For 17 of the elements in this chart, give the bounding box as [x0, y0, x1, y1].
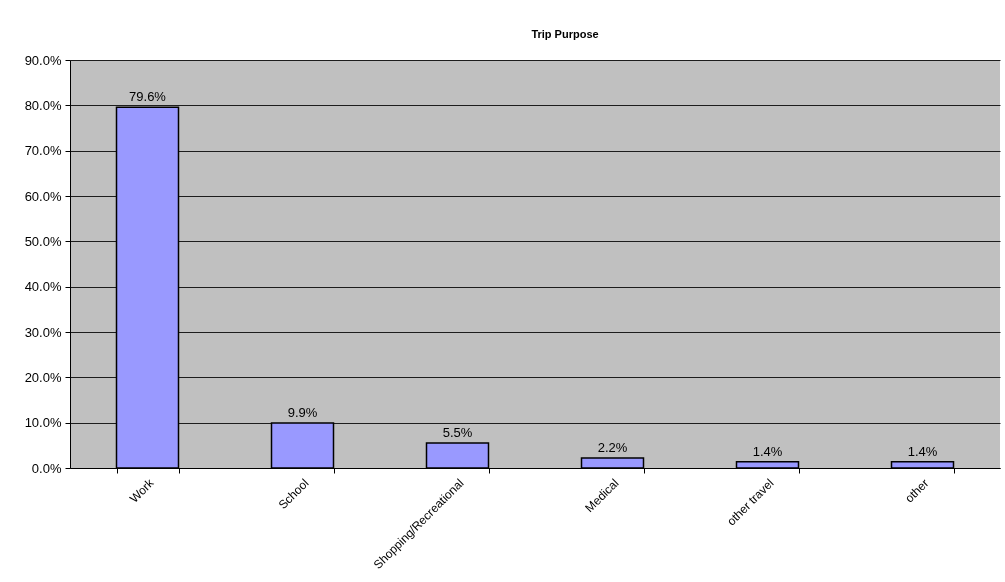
y-tick-label: 80.0% — [24, 97, 62, 113]
y-tick-label: 40.0% — [24, 279, 62, 295]
y-tick-label: 0.0% — [31, 460, 62, 476]
data-label: 1.4% — [752, 443, 783, 459]
y-tick-label: 30.0% — [24, 324, 62, 340]
y-tick-label: 50.0% — [24, 233, 62, 249]
y-tick-label: 90.0% — [24, 52, 62, 68]
chart-title: Trip Purpose — [531, 28, 599, 40]
y-tick-label: 10.0% — [24, 415, 62, 431]
y-tick-label: 20.0% — [24, 369, 62, 385]
data-label: 1.4% — [907, 443, 938, 459]
data-label: 2.2% — [597, 440, 628, 456]
data-label: 9.9% — [287, 405, 318, 421]
data-label: 79.6% — [129, 89, 167, 105]
y-tick-label: 60.0% — [24, 188, 62, 204]
data-label: 5.5% — [442, 425, 473, 441]
y-tick-label: 70.0% — [24, 143, 62, 159]
